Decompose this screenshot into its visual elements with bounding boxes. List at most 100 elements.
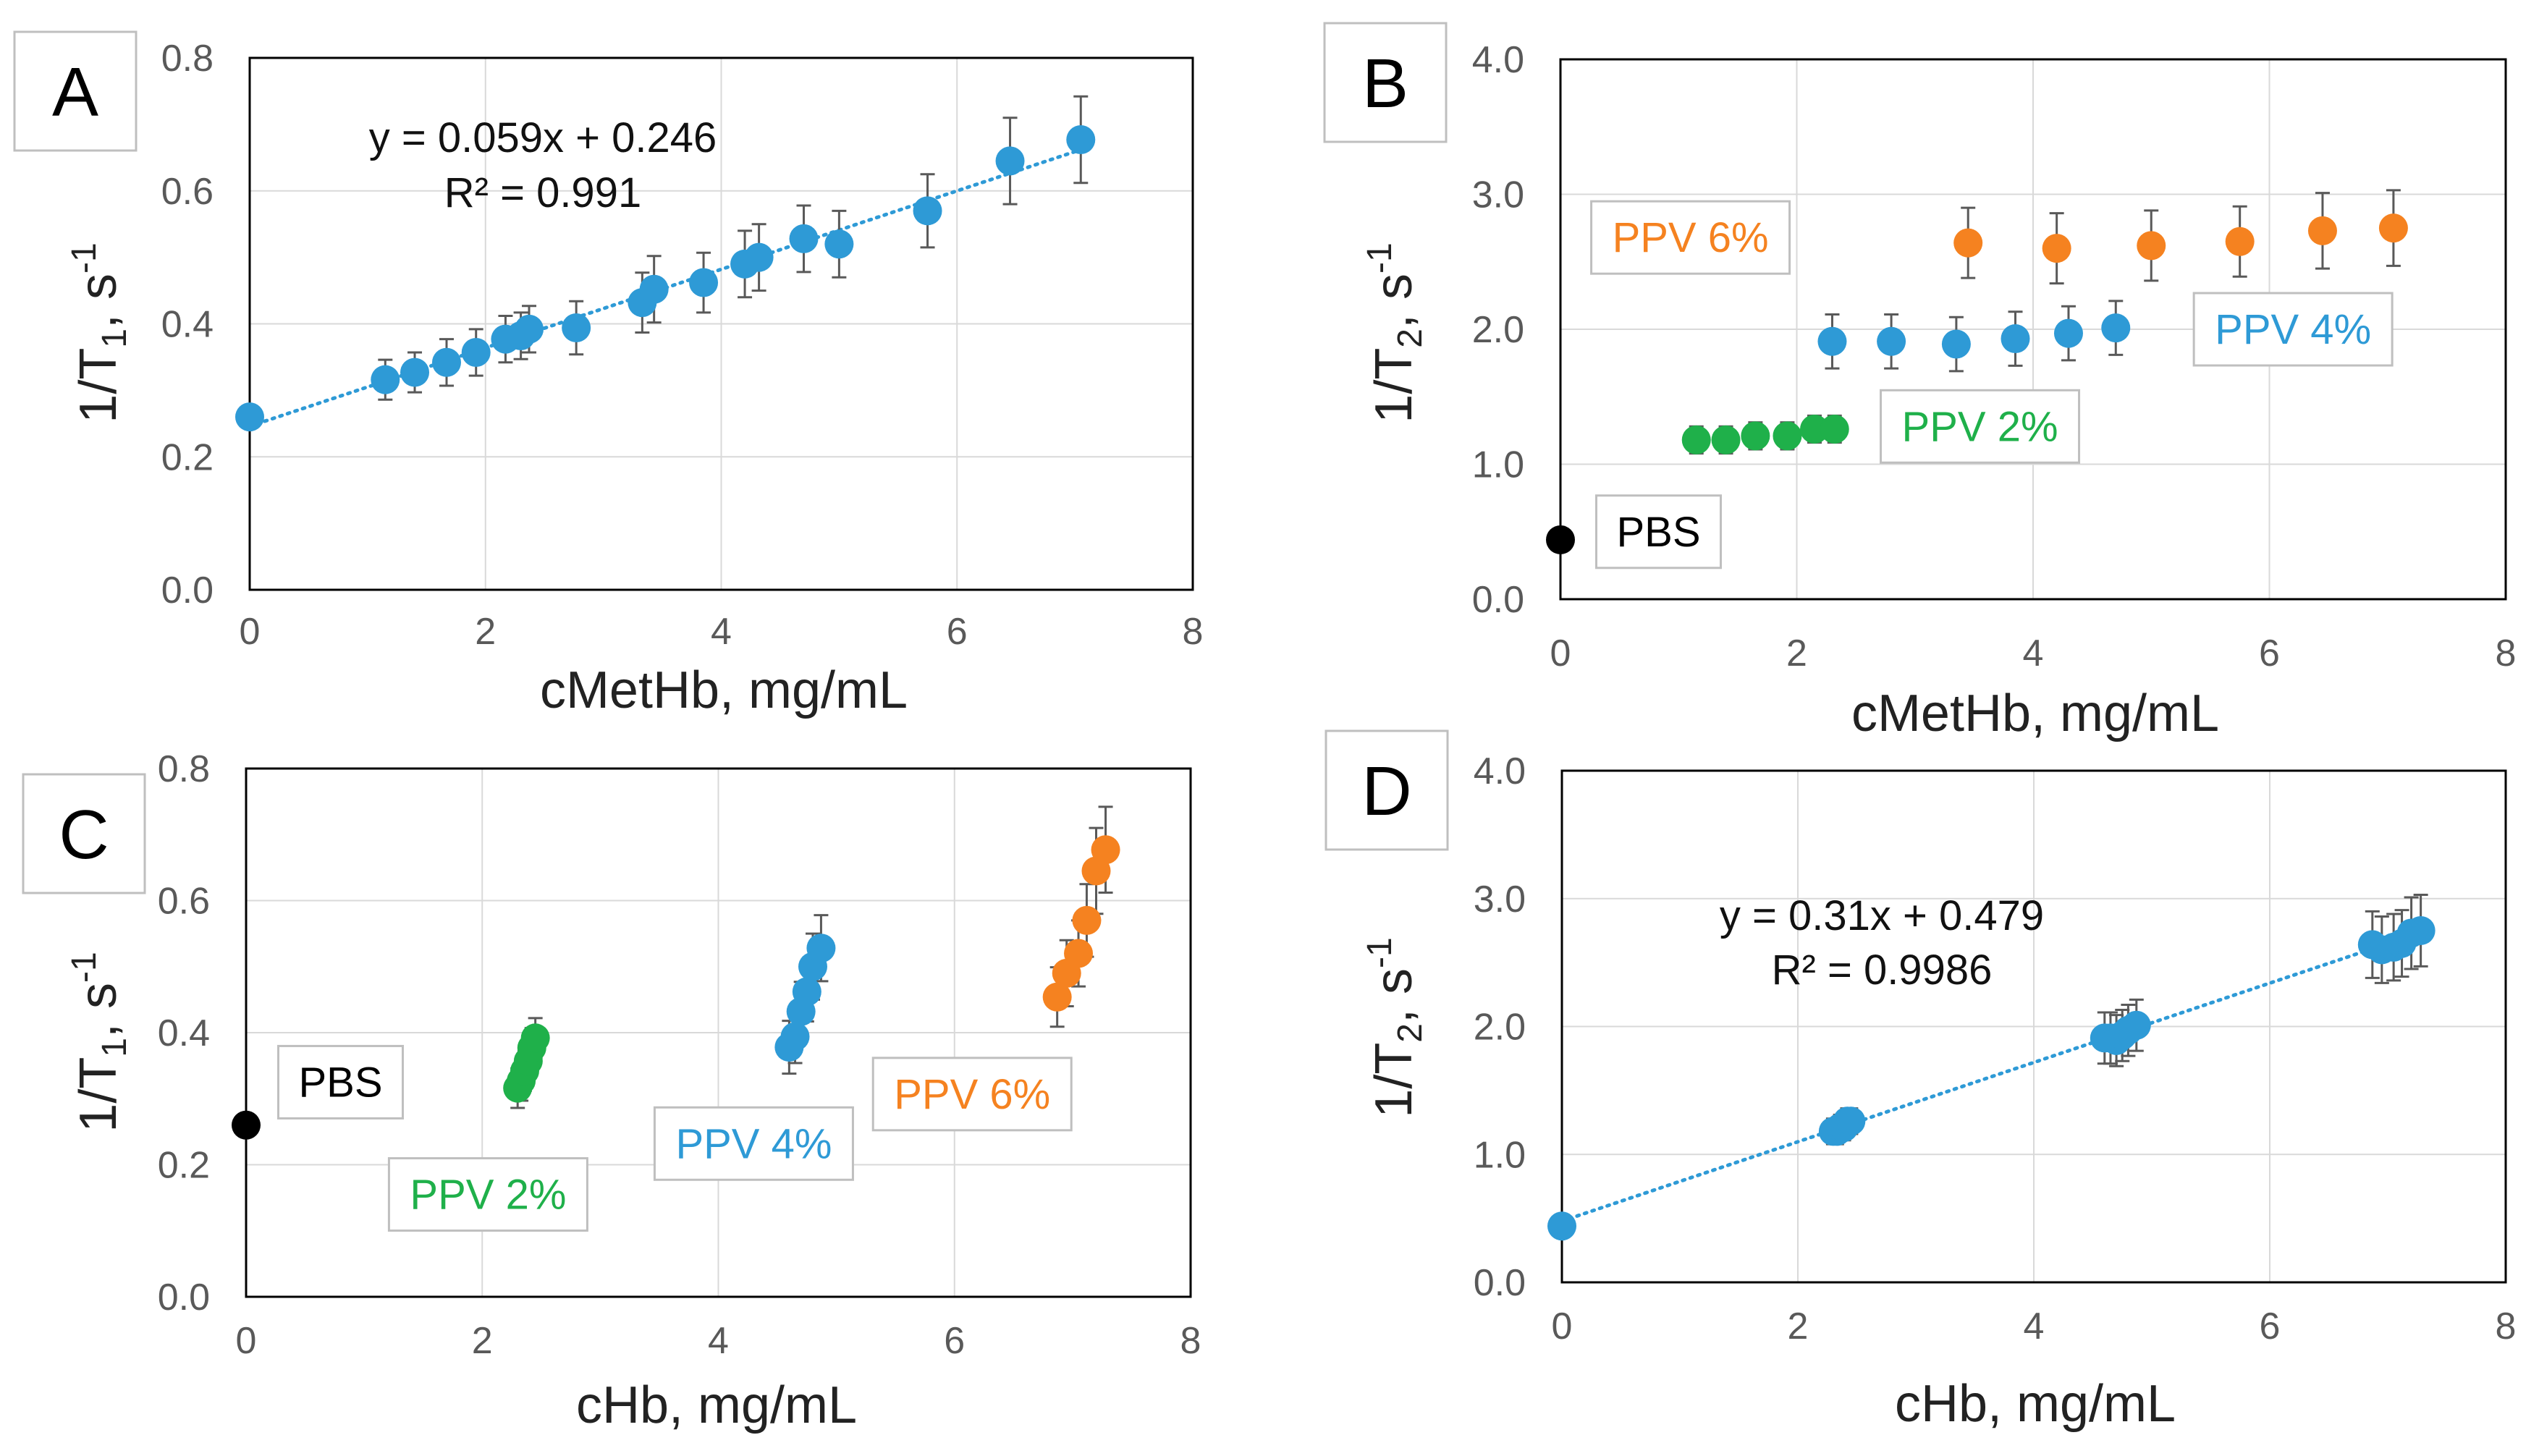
panel-d-plot-area: 0 2 4 6 8 0.0 1.0 2.0 3.0 4.0 [1474, 750, 2517, 1347]
panel-c-letter: C [59, 796, 109, 873]
panel-c-x-tick-label: 2 [472, 1320, 493, 1362]
panel-c-label-box-ppv-6- [871, 1057, 1073, 1132]
panel-b-label-box-ppv-2- [1880, 389, 2081, 464]
panel-c-point-ppv-6- [1042, 982, 1072, 1012]
panel-c-x-tick-label: 6 [944, 1320, 965, 1362]
panel-b-point-ppv-4- [2053, 318, 2083, 348]
panel-a-y-title-main: 1/T [69, 348, 127, 423]
panel-b-y-tick-label: 1.0 [1472, 444, 1524, 486]
panel-c-point-ppv-2- [520, 1023, 550, 1053]
panel-b-point-ppv-2- [1773, 421, 1802, 451]
panel-c-y-tick-label: 0.4 [158, 1012, 210, 1054]
panel-c-x-tick-label: 8 [1180, 1320, 1201, 1362]
panel-b-point-ppv-4- [1941, 329, 1971, 359]
panel-a-r2: R² = 0.991 [444, 169, 641, 216]
panel-d-x-axis-title: cHb, mg/mL [1895, 1375, 2176, 1433]
panel-d-letter-box [1325, 729, 1449, 851]
panel-d-y-title-sup: -1 [1361, 937, 1399, 968]
panel-b-point-ppv-4- [1877, 326, 1906, 356]
panel-c-label-ppv-2-: PPV 2% [410, 1172, 566, 1219]
panel-b-point-ppv-2- [1711, 425, 1741, 454]
panel-a-point-data [744, 242, 774, 272]
panel-d-r2: R² = 0.9986 [1772, 947, 1993, 994]
panel-a-y-tick-label: 0.8 [161, 38, 214, 80]
panel-a-y-axis-title: 1/T1, s-1 [65, 242, 134, 423]
panel-b-point-ppv-2- [1820, 415, 1849, 444]
panel-d-y-title-sub: 2 [1391, 1023, 1429, 1043]
panel-a-point-data [824, 229, 854, 259]
panel-c-frame [245, 767, 1192, 1298]
panel-c-y-title-tail: , s [69, 983, 127, 1038]
panel-a-y-tick-label: 0.0 [161, 570, 214, 611]
panel-d-y-title-main: 1/T [1365, 1043, 1423, 1118]
panel-c-y-axis-title: 1/T1, s-1 [65, 952, 134, 1132]
panel-a-point-data [461, 338, 491, 368]
panel-b-point-ppv-4- [2001, 324, 2030, 354]
panel-b-point-ppv-2- [1741, 421, 1770, 451]
panel-d-y-tick-label: 0.0 [1474, 1262, 1526, 1304]
panel-d-point-data [2406, 915, 2436, 945]
panel-b-x-tick-label: 4 [2023, 632, 2044, 674]
panel-a-point-data [789, 224, 819, 253]
panel-a-point-data [1066, 125, 1096, 155]
panel-b-point-ppv-6- [2137, 231, 2166, 261]
panel-a-y-title-sub: 1 [96, 329, 134, 348]
panel-d-y-tick-label: 3.0 [1474, 879, 1526, 920]
panel-d-point-data [1547, 1211, 1576, 1241]
panel-a-x-tick-label: 0 [240, 611, 261, 653]
panel-d-x-tick-label: 2 [1788, 1305, 1809, 1347]
panel-b-x-axis-title: cMetHb, mg/mL [1851, 685, 2219, 742]
panel-b-x-tick-label: 2 [1786, 632, 1807, 674]
panel-b-label-box-pbs [1594, 494, 1722, 570]
panel-c-y-tick-label: 0.2 [158, 1145, 210, 1187]
panel-d-y-axis-title: 1/T2, s-1 [1361, 937, 1429, 1117]
panel-b-y-title-sup: -1 [1361, 242, 1399, 274]
panel-b-y-tick-label: 2.0 [1472, 309, 1524, 351]
panel-a-point-data [235, 402, 264, 432]
panel-c-point-ppv-4- [792, 977, 821, 1007]
panel-b-label-ppv-6-: PPV 6% [1613, 214, 1769, 261]
panel-d-y-tick-label: 2.0 [1474, 1007, 1526, 1049]
panel-c-y-title-sup: -1 [65, 952, 103, 983]
panel-b-point-ppv-2- [1681, 425, 1711, 454]
panel-a-y-tick-label: 0.2 [161, 436, 214, 478]
panel-c-label-box-ppv-2- [387, 1157, 588, 1232]
panel-c-x-tick-label: 4 [708, 1320, 729, 1362]
panel-d-trendline [1560, 930, 2423, 1223]
panel-b-point-ppv-2- [1799, 415, 1829, 444]
panel-b-y-tick-label: 3.0 [1472, 174, 1524, 216]
panel-b-label-ppv-2-: PPV 2% [1902, 403, 2058, 450]
panel-b-label-pbs: PBS [1616, 509, 1700, 556]
panel-c-plot-area: 0 2 4 6 8 0.0 0.2 0.4 0.6 0.8 PBS PPV 2% PPV 4% PPV 6… [158, 748, 1201, 1362]
panel-d-y-tick-label: 1.0 [1474, 1134, 1526, 1176]
panel-b-frame [1559, 58, 2507, 601]
panel-b-label-box-ppv-6- [1590, 200, 1791, 275]
panel-c: C 0 2 4 6 8 0.0 0.2 0.4 0.6 0.8 PBS PPV 2% PPV 4% PPV… [22, 748, 1201, 1434]
panel-a-equation: y = 0.059x + 0.246 [369, 114, 717, 161]
panel-a-point-data [515, 314, 544, 344]
panel-c-letter-box [22, 773, 146, 894]
panel-c-point-ppv-6- [1091, 835, 1120, 865]
panel-b-x-tick-label: 6 [2259, 632, 2280, 674]
panel-a-letter: A [52, 54, 98, 131]
panel-c-y-tick-label: 0.6 [158, 881, 210, 923]
panel-a-point-data [995, 146, 1025, 176]
panel-c-point-ppv-6- [1064, 939, 1094, 968]
panel-b-point-ppv-6- [2225, 227, 2255, 256]
panel-b-point-ppv-6- [2307, 216, 2337, 245]
panel-c-x-axis-title: cHb, mg/mL [576, 1376, 857, 1434]
panel-a-point-data [562, 313, 591, 343]
panel-c-label-ppv-4-: PPV 4% [675, 1120, 832, 1167]
panel-b-point-ppv-6- [2378, 213, 2408, 243]
panel-c-label-box-ppv-4- [653, 1106, 854, 1181]
panel-b-label-ppv-4-: PPV 4% [2215, 306, 2371, 353]
panel-d-point-data [1836, 1106, 1866, 1136]
panel-c-point-pbs [232, 1110, 261, 1140]
panel-c-y-tick-label: 0.8 [158, 748, 210, 790]
panel-b-letter-box [1323, 22, 1448, 143]
panel-c-x-tick-label: 0 [236, 1320, 257, 1362]
panel-b-y-title-sub: 2 [1391, 329, 1429, 348]
panel-a-point-data [371, 365, 400, 394]
panel-d-x-tick-label: 6 [2260, 1305, 2281, 1347]
